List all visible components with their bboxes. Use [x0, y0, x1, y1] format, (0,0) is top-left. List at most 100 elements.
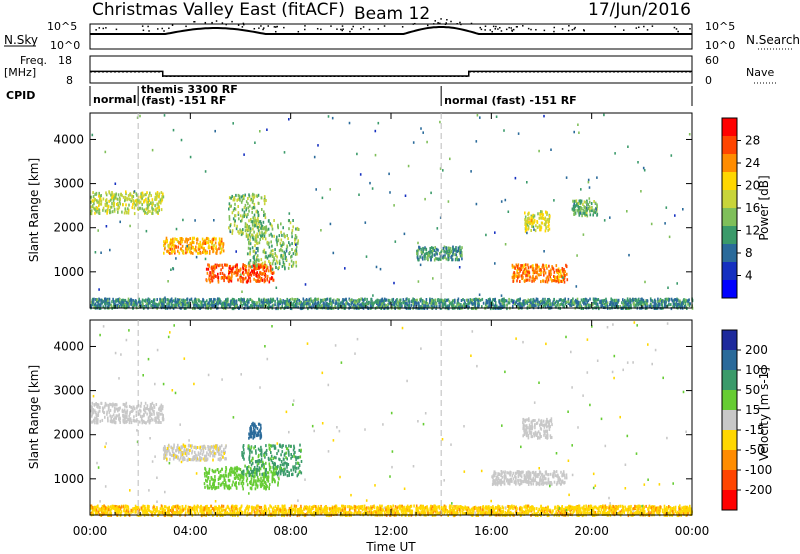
- power-cell: [255, 251, 257, 254]
- velocity-cell: [165, 449, 168, 453]
- power-cell: [119, 298, 121, 301]
- power-cell: [91, 297, 94, 301]
- velocity-cell: [155, 419, 157, 423]
- power-cell: [634, 305, 636, 309]
- power-cell: [271, 268, 274, 271]
- velocity-cell: [152, 410, 155, 414]
- power-cell: [254, 216, 256, 220]
- velocity-cell: [219, 445, 221, 449]
- power-cell: [208, 263, 210, 267]
- nsearch-point: [643, 25, 645, 28]
- power-cell: [153, 298, 156, 302]
- power-cell: [546, 266, 548, 270]
- power-cell: [524, 229, 527, 233]
- velocity-cell: [151, 407, 153, 411]
- power-cell: [326, 297, 329, 301]
- power-cell: [623, 300, 625, 304]
- power-cell: [292, 252, 295, 256]
- power-cell: [231, 272, 233, 276]
- power-cell: [375, 265, 378, 269]
- power-cell: [251, 265, 253, 269]
- power-cell: [204, 300, 207, 304]
- power-cell: [113, 204, 115, 208]
- power-cell: [425, 300, 428, 304]
- velocity-cell: [242, 481, 245, 485]
- power-cell: [257, 219, 259, 223]
- velocity-cell: [206, 479, 208, 483]
- power-cell: [530, 222, 532, 226]
- power-cell: [217, 280, 220, 284]
- power-cell: [526, 181, 528, 184]
- velocity-cell: [128, 404, 131, 408]
- power-cell: [282, 243, 284, 246]
- velocity-cell: [176, 446, 178, 450]
- power-cell: [295, 264, 298, 268]
- velocity-cell: [110, 403, 112, 407]
- nave-tick-bottom: 0: [705, 74, 712, 87]
- power-cell: [131, 206, 134, 210]
- power-cell: [535, 304, 537, 307]
- power-cell: [547, 228, 549, 232]
- velocity-cell: [122, 409, 125, 413]
- power-cell: [388, 299, 391, 303]
- power-cell: [268, 302, 270, 306]
- power-cell: [642, 166, 645, 170]
- velocity-cell: [93, 410, 95, 414]
- velocity-cell: [102, 409, 104, 413]
- power-cell: [162, 298, 165, 302]
- power-cell: [331, 304, 333, 308]
- power-cell: [292, 262, 295, 266]
- power-cell: [195, 298, 198, 302]
- power-cell: [202, 250, 205, 254]
- power-cell: [508, 301, 511, 305]
- power-cell: [645, 299, 647, 303]
- power-cell: [593, 299, 596, 303]
- power-cell: [578, 131, 580, 134]
- power-cell: [511, 299, 513, 303]
- velocity-cell: [162, 448, 165, 452]
- power-cell: [432, 277, 434, 280]
- power-cell: [305, 298, 308, 301]
- power-cell: [555, 299, 558, 303]
- power-cell: [670, 303, 672, 307]
- power-cell: [217, 297, 219, 301]
- power-cell: [456, 249, 458, 253]
- power-cell: [125, 190, 127, 194]
- power-cell: [601, 304, 604, 307]
- power-cell: [541, 215, 544, 219]
- power-cell: [120, 305, 123, 309]
- power-cell: [448, 249, 451, 253]
- nsearch-point: [283, 26, 285, 29]
- nsearch-point: [161, 27, 163, 30]
- power-cell: [357, 299, 359, 302]
- velocity-cell: [146, 404, 149, 408]
- power-cell: [424, 303, 427, 307]
- velocity-cell: [213, 452, 216, 455]
- power-cell: [224, 302, 226, 306]
- power-cell: [512, 279, 514, 283]
- power-cell: [578, 199, 581, 203]
- velocity-cell: [110, 418, 113, 422]
- power-cell: [243, 210, 246, 214]
- power-cell: [118, 304, 121, 308]
- power-cell: [145, 197, 147, 201]
- power-cell: [195, 249, 197, 253]
- power-cell: [632, 300, 635, 303]
- power-cell: [199, 240, 202, 244]
- power-cell: [142, 302, 144, 306]
- nsearch-point: [237, 24, 240, 26]
- nsearch-point: [316, 27, 319, 30]
- power-cell: [524, 211, 526, 215]
- power-cell: [540, 228, 542, 232]
- power-cell: [257, 193, 260, 197]
- power-cell: [486, 301, 489, 305]
- power-cell: [288, 118, 290, 121]
- power-cell: [205, 267, 208, 271]
- power-cell: [152, 202, 154, 206]
- power-cell: [678, 303, 681, 307]
- velocity-cell: [213, 483, 215, 487]
- power-cell: [255, 260, 258, 264]
- power-cell: [529, 304, 532, 308]
- power-cell: [527, 278, 529, 282]
- power-cell: [423, 247, 425, 251]
